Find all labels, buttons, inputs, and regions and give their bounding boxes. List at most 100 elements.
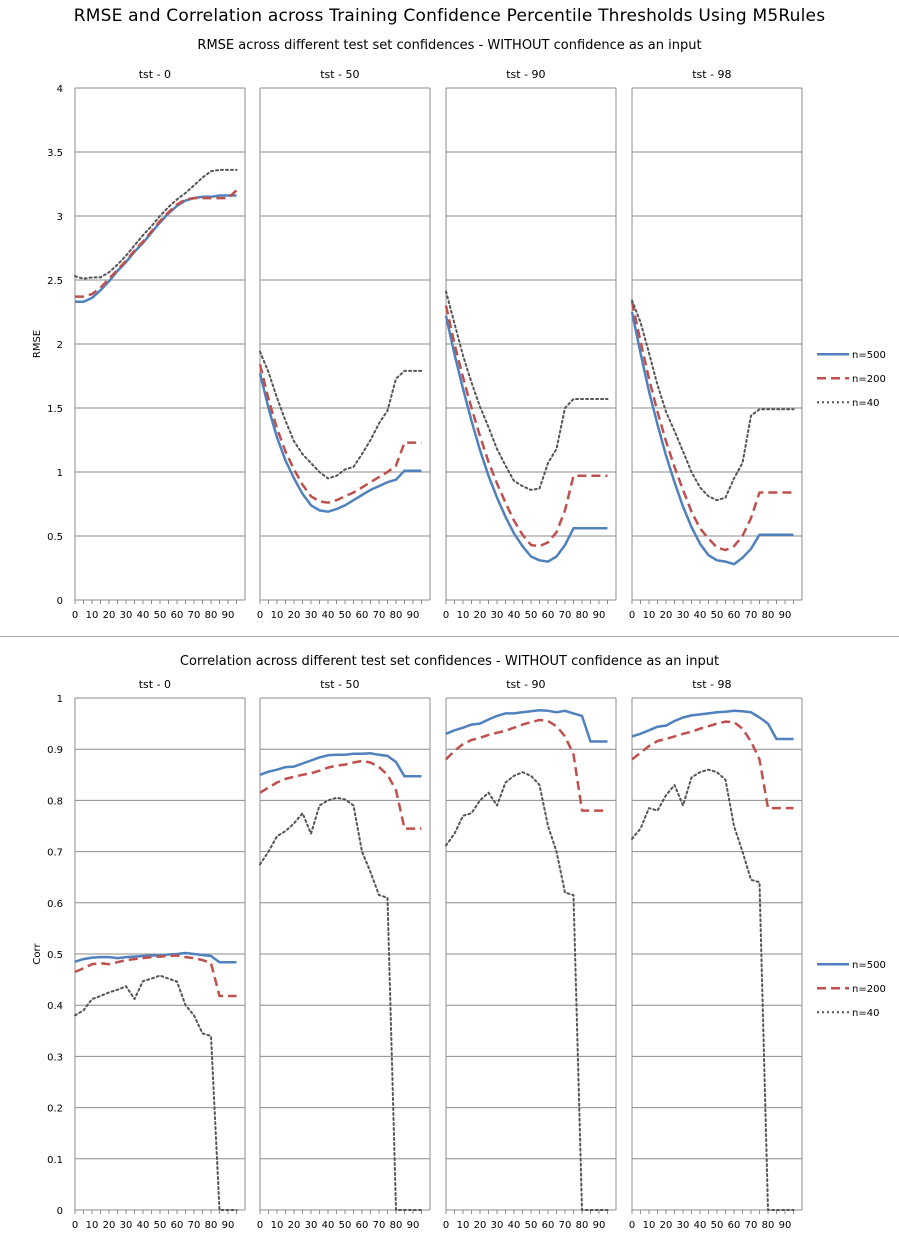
x-tick-label: 10: [457, 610, 470, 621]
y-tick-label: 1.5: [47, 404, 63, 415]
panel-label: tst - 50: [320, 68, 359, 81]
legend-label: n=40: [852, 1008, 879, 1019]
series-line-n40: [445, 771, 609, 1211]
series-line-n40: [631, 768, 795, 1211]
y-tick-label: 0.8: [47, 796, 63, 807]
panel-tst-0: 0 10 20 30 40 50 60 70 80 90 tst - 0: [72, 678, 246, 1231]
x-tick-label: 0: [443, 610, 449, 621]
x-tick-label: 0: [629, 1220, 635, 1231]
legend-label: n=500: [852, 960, 886, 971]
x-tick-label: 90: [593, 610, 606, 621]
x-tick-label: 40: [322, 610, 335, 621]
x-tick-label: 50: [339, 610, 352, 621]
y-tick-label: 0.4: [47, 1001, 63, 1012]
x-tick-label: 10: [457, 1220, 470, 1231]
panel-label: tst - 0: [139, 68, 171, 81]
x-tick-label: 90: [779, 610, 792, 621]
x-tick-label: 30: [677, 1220, 690, 1231]
x-tick-label: 90: [407, 1220, 420, 1231]
x-tick-label: 80: [390, 1220, 403, 1231]
x-tick-label: 20: [103, 610, 116, 621]
y-tick-label: 3: [57, 212, 63, 223]
y-tick-label: 4: [57, 84, 63, 95]
x-tick-label: 30: [305, 610, 318, 621]
x-tick-label: 30: [491, 1220, 504, 1231]
x-tick-label: 40: [137, 1220, 150, 1231]
panel-tst-98: 0 10 20 30 40 50 60 70 80 90 tst - 98: [629, 68, 803, 621]
legend-label: n=40: [852, 398, 879, 409]
series-line-n200: [259, 759, 422, 830]
x-tick-label: 30: [305, 1220, 318, 1231]
x-tick-label: 80: [576, 1220, 589, 1231]
x-tick-label: 40: [508, 610, 521, 621]
x-tick-label: 80: [576, 610, 589, 621]
panel-tst-50: 0 10 20 30 40 50 60 70 80 90 tst - 50: [257, 678, 431, 1231]
x-tick-label: 70: [188, 610, 201, 621]
y-tick-label: 0.9: [47, 745, 63, 756]
y-tick-label: 0.5: [47, 532, 63, 543]
x-tick-label: 40: [137, 610, 150, 621]
x-tick-label: 70: [559, 1220, 572, 1231]
series-line-n200: [631, 720, 794, 810]
series-line-n40: [74, 168, 238, 280]
series-line-n500: [259, 752, 422, 778]
x-tick-label: 0: [72, 1220, 78, 1231]
x-tick-label: 10: [643, 610, 656, 621]
y-axis-label: Corr: [32, 943, 43, 965]
x-tick-label: 70: [188, 1220, 201, 1231]
y-axis-label: RMSE: [32, 330, 43, 358]
x-tick-label: 60: [356, 1220, 369, 1231]
series-line-n500: [445, 709, 608, 743]
x-tick-label: 90: [593, 1220, 606, 1231]
x-tick-label: 0: [629, 610, 635, 621]
x-tick-label: 50: [711, 610, 724, 621]
x-tick-label: 50: [154, 1220, 167, 1231]
x-tick-label: 60: [171, 610, 184, 621]
x-tick-label: 20: [288, 1220, 301, 1231]
panel-tst-98: 0 10 20 30 40 50 60 70 80 90 tst - 98: [629, 678, 803, 1231]
series-line-n200: [75, 189, 238, 298]
x-tick-label: 60: [542, 610, 555, 621]
x-tick-label: 40: [508, 1220, 521, 1231]
x-tick-label: 60: [728, 1220, 741, 1231]
x-tick-label: 20: [103, 1220, 116, 1231]
series-line-n40: [445, 290, 609, 491]
x-tick-label: 50: [339, 1220, 352, 1231]
series-line-n200: [630, 301, 794, 552]
panel-label: tst - 98: [692, 678, 731, 691]
series-line-n40: [74, 974, 238, 1211]
x-tick-label: 70: [373, 1220, 386, 1231]
series-line-n500: [74, 951, 237, 964]
x-tick-label: 10: [86, 610, 99, 621]
series-line-n40: [259, 350, 423, 480]
x-tick-label: 30: [120, 1220, 133, 1231]
x-tick-label: 80: [205, 1220, 218, 1231]
panel-label: tst - 50: [320, 678, 359, 691]
x-tick-label: 40: [322, 1220, 335, 1231]
series-line-n500: [75, 194, 237, 304]
x-tick-label: 30: [491, 610, 504, 621]
x-tick-label: 0: [443, 1220, 449, 1231]
panel-label: tst - 98: [692, 68, 731, 81]
panel-tst-50: 0 10 20 30 40 50 60 70 80 90 tst - 50: [257, 68, 431, 621]
x-tick-label: 60: [356, 610, 369, 621]
x-tick-label: 10: [271, 1220, 284, 1231]
x-tick-label: 20: [660, 1220, 673, 1231]
series-line-n500: [630, 311, 794, 566]
x-tick-label: 20: [288, 610, 301, 621]
rmse-chart-title: RMSE across different test set confidenc…: [197, 38, 702, 53]
x-tick-label: 70: [745, 1220, 758, 1231]
series-line-n200: [445, 718, 608, 812]
panel-tst-90: 0 10 20 30 40 50 60 70 80 90 tst - 90: [443, 678, 617, 1231]
x-tick-label: 10: [86, 1220, 99, 1231]
legend-label: n=200: [852, 374, 886, 385]
x-tick-label: 80: [390, 610, 403, 621]
y-tick-label: 0.2: [47, 1104, 63, 1115]
x-tick-label: 0: [257, 610, 263, 621]
x-tick-label: 20: [474, 610, 487, 621]
x-tick-label: 10: [271, 610, 284, 621]
legend-label: n=500: [852, 350, 886, 361]
y-tick-label: 0.3: [47, 1052, 63, 1063]
